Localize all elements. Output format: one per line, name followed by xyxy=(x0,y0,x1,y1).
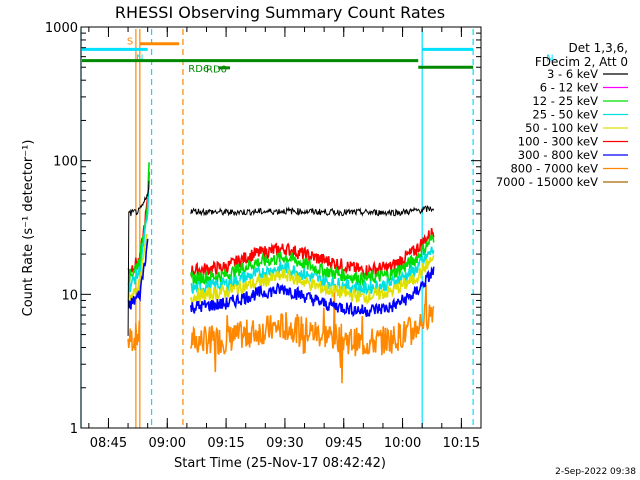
legend-header-line-1: Det 1,3,6, xyxy=(569,41,629,55)
interval-label: S xyxy=(127,37,133,48)
y-tick-label: 100 xyxy=(53,155,78,170)
x-axis: 08:45 09:00 09:15 09:30 09:45 10:00 10:15 xyxy=(88,27,482,451)
series-line xyxy=(127,185,150,295)
series-line xyxy=(127,320,141,352)
chart-title: RHESSI Observing Summary Count Rates xyxy=(115,3,445,22)
interval-label: RD0 xyxy=(206,65,227,76)
series-line xyxy=(127,180,150,336)
y-tick-label: 10 xyxy=(61,288,78,303)
series-line xyxy=(190,255,435,306)
x-tick-label: 10:00 xyxy=(384,436,421,451)
y-axis: 1 10 100 1000 xyxy=(45,21,481,437)
x-tick-label: 09:00 xyxy=(149,436,186,451)
legend-label: 800 - 7000 keV xyxy=(510,162,598,176)
x-tick-label: 09:15 xyxy=(207,436,244,451)
legend-label: 3 - 6 keV xyxy=(547,67,598,81)
legend-label: 7000 - 15000 keV xyxy=(496,175,598,189)
series-line xyxy=(127,238,149,310)
plot-frame xyxy=(80,26,482,429)
footer-date: 2-Sep-2022 09:38 xyxy=(555,467,636,477)
legend-label: 12 - 25 keV xyxy=(532,94,598,108)
legend-label: 300 - 800 keV xyxy=(518,148,598,162)
x-tick-label: 09:45 xyxy=(325,436,362,451)
legend-label: 25 - 50 keV xyxy=(532,108,598,122)
series-line xyxy=(190,205,435,217)
series-line xyxy=(127,171,150,275)
y-tick-label: 1000 xyxy=(45,21,78,36)
legend-label: 100 - 300 keV xyxy=(518,135,598,149)
legend-label: 50 - 100 keV xyxy=(525,121,598,135)
series-line xyxy=(190,234,435,288)
y-tick-label: 1 xyxy=(70,422,78,437)
x-tick-label: 08:45 xyxy=(90,436,127,451)
legend-label: 6 - 12 keV xyxy=(540,81,598,95)
series-line xyxy=(190,266,435,318)
interval-label: N xyxy=(546,53,553,64)
interval-label: RD6 xyxy=(188,64,209,75)
y-axis-label: Count Rate (s⁻¹ detector⁻¹) xyxy=(21,140,36,317)
interval-label: N xyxy=(136,53,143,64)
series-line xyxy=(190,246,435,296)
series-line xyxy=(190,227,435,278)
x-axis-label: Start Time (25-Nov-17 08:42:42) xyxy=(174,456,386,471)
series-line xyxy=(190,284,435,384)
x-tick-label: 10:15 xyxy=(443,436,480,451)
legend-header-line-2: FDecim 2, Att 0 xyxy=(535,55,628,69)
x-tick-label: 09:30 xyxy=(266,436,303,451)
